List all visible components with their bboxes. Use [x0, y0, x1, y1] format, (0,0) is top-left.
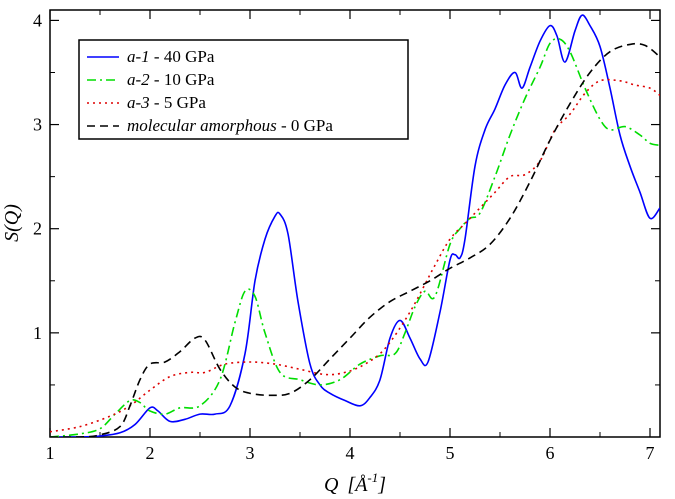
legend-label-a-2: a-2 - 10 GPa	[127, 70, 215, 89]
x-tick-label: 4	[346, 443, 355, 463]
series-line-molecular-amorphous	[50, 42, 660, 437]
x-tick-label: 3	[246, 443, 255, 463]
x-axis-label-sup: -1	[367, 470, 378, 485]
series-line-a-3	[50, 78, 660, 433]
x-axis-ticks: 1 2 3 4 5 6 7	[46, 10, 655, 463]
legend-label-italic: a-2	[127, 70, 150, 89]
x-tick-label: 1	[46, 443, 55, 463]
legend-label-a-1: a-1 - 40 GPa	[127, 47, 215, 66]
y-tick-label: 2	[33, 219, 42, 239]
x-axis-label-unit: [Å	[347, 474, 368, 496]
y-axis-label: S(Q)	[1, 204, 23, 242]
legend-label-italic: a-1	[127, 47, 150, 66]
x-tick-label: 2	[146, 443, 155, 463]
x-tick-label: 6	[546, 443, 555, 463]
legend-label-rest: - 40 GPa	[150, 47, 215, 66]
y-tick-label: 3	[33, 115, 42, 135]
series-group	[50, 14, 660, 437]
legend-box	[78, 39, 409, 140]
legend-label-a-3: a-3 - 5 GPa	[127, 93, 206, 112]
legend-label-rest: - 5 GPa	[150, 93, 207, 112]
legend-label-italic: molecular amorphous	[127, 116, 277, 135]
x-axis-label: Q [Å-1]	[324, 470, 386, 496]
y-axis-ticks: 1 2 3 4	[33, 10, 660, 386]
y-tick-label: 1	[33, 323, 42, 343]
x-axis-label-close: ]	[377, 474, 386, 496]
x-tick-label: 7	[646, 443, 655, 463]
series-line-a-1	[50, 14, 660, 437]
legend-label-rest: - 10 GPa	[150, 70, 215, 89]
legend-label-rest: - 0 GPa	[277, 116, 334, 135]
legend-label-italic: a-3	[127, 93, 150, 112]
x-axis-label-main: Q	[324, 474, 339, 496]
y-tick-label: 4	[33, 10, 42, 30]
legend-label-molecular-amorphous: molecular amorphous - 0 GPa	[127, 116, 333, 135]
x-tick-label: 5	[446, 443, 455, 463]
